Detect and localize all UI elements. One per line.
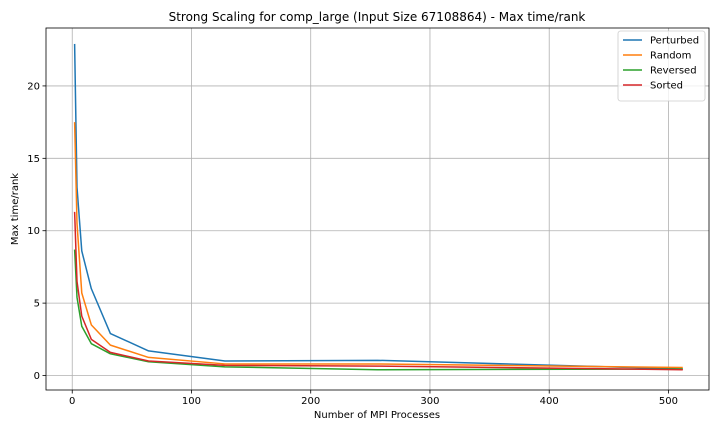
grid: [46, 28, 709, 390]
legend-label: Perturbed: [650, 36, 699, 47]
x-axis-label: Number of MPI Processes: [314, 410, 440, 421]
x-tick-label: 0: [69, 396, 75, 407]
x-tick-label: 500: [659, 396, 678, 407]
legend: Perturbed Random Reversed Sorted: [617, 30, 706, 102]
chart-title: Strong Scaling for comp_large (Input Siz…: [169, 10, 586, 24]
y-tick-label: 15: [27, 154, 40, 165]
legend-label: Random: [650, 51, 691, 62]
plot-frame: [45, 27, 710, 391]
series-line-sorted: [73, 211, 683, 371]
series-line-random: [73, 122, 683, 369]
y-axis-label: Max time/rank: [10, 173, 21, 245]
x-tick-label: 200: [301, 396, 320, 407]
legend-label: Sorted: [650, 81, 683, 92]
legend-label: Reversed: [650, 66, 697, 77]
y-tick-label: 20: [27, 81, 40, 92]
legend-box: [617, 30, 706, 102]
x-tick-label: 400: [540, 396, 559, 407]
x-axis-ticks: 0 100 200 300 400 500: [69, 390, 678, 407]
y-tick-label: 10: [27, 226, 40, 237]
series-line-perturbed: [73, 43, 683, 370]
y-tick-label: 5: [34, 299, 40, 310]
series-lines: [73, 43, 683, 371]
y-tick-label: 0: [34, 371, 40, 382]
y-axis-ticks: 0 5 10 15 20: [27, 81, 46, 382]
x-tick-label: 100: [182, 396, 201, 407]
x-tick-label: 300: [420, 396, 439, 407]
series-line-reversed: [73, 249, 683, 371]
